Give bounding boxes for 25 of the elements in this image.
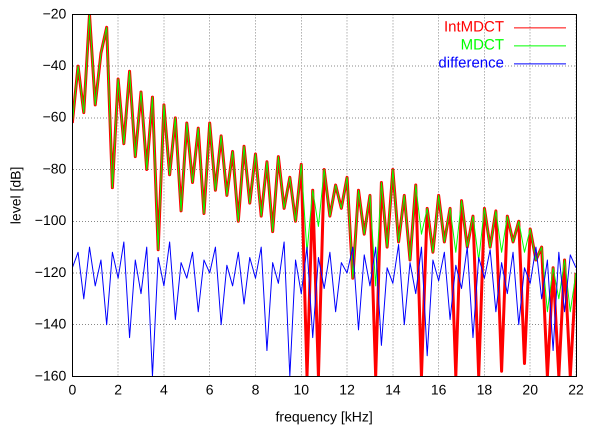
y-tick-label: −140	[34, 316, 67, 332]
x-tick-label: 6	[206, 382, 214, 398]
x-tick-label: 22	[568, 382, 584, 398]
y-tick-label: −60	[42, 108, 67, 125]
x-tick-label: 14	[385, 382, 401, 398]
legend-label: MDCT	[460, 36, 504, 54]
x-tick-label: 20	[522, 382, 538, 398]
y-tick-label: −120	[34, 264, 67, 280]
x-tick-label: 18	[476, 382, 492, 398]
y-tick-label: −80	[42, 160, 67, 176]
y-tick-label: −40	[42, 56, 67, 73]
x-axis-title: frequency [kHz]	[276, 408, 373, 424]
y-tick-label: −100	[34, 212, 67, 228]
y-tick-label: −160	[34, 367, 67, 384]
x-tick-label: 4	[160, 382, 168, 398]
legend-label: difference	[438, 54, 504, 72]
x-tick-label: 0	[68, 382, 76, 398]
y-axis-title: level [dB]	[7, 166, 24, 224]
legend-label: IntMDCT	[444, 18, 504, 36]
x-tick-label: 16	[430, 382, 447, 398]
x-tick-label: 2	[114, 382, 122, 398]
x-tick-label: 12	[339, 382, 356, 398]
y-tick-label: −20	[42, 5, 67, 22]
x-tick-label: 10	[293, 382, 310, 398]
x-tick-label: 8	[252, 382, 260, 398]
